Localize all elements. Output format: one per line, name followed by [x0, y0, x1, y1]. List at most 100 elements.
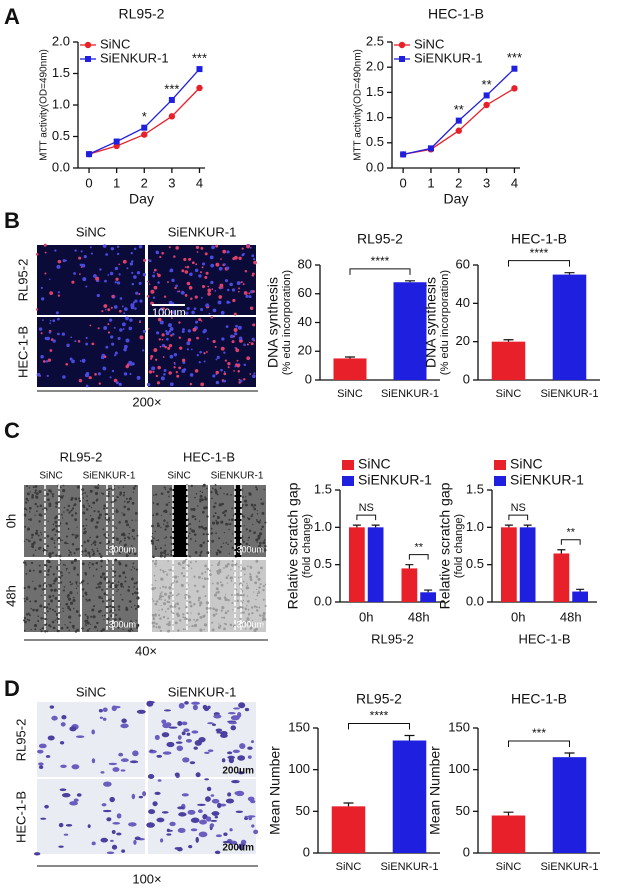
texture: [118, 617, 122, 621]
cell-dot: [157, 365, 161, 370]
cell-blob: [111, 844, 118, 850]
cell-dot: [94, 372, 97, 376]
texture: [92, 575, 95, 577]
cell-dot: [122, 259, 127, 264]
texture: [59, 581, 63, 584]
cell-blob: [91, 729, 95, 735]
cell-dot: [71, 280, 75, 284]
texture: [194, 540, 197, 542]
texture: [152, 555, 155, 559]
texture: [125, 607, 129, 611]
cell-dot: [243, 343, 246, 346]
texture: [115, 508, 118, 510]
texture: [65, 567, 68, 570]
texture: [38, 521, 41, 523]
texture: [42, 508, 44, 511]
cell-dot: [104, 279, 107, 283]
texture: [245, 542, 249, 546]
error-bar: [405, 280, 415, 283]
cell-blob: [234, 791, 242, 796]
texture: [250, 503, 254, 507]
texture: [113, 488, 116, 490]
texture: [32, 554, 35, 557]
texture: [38, 513, 42, 517]
texture: [247, 608, 250, 611]
texture: [224, 509, 227, 513]
texture: [71, 496, 74, 500]
cell-dot: [107, 274, 110, 276]
point: [511, 65, 518, 72]
point: [113, 138, 120, 145]
point: [168, 96, 175, 103]
texture: [78, 497, 81, 500]
texture: [249, 575, 253, 579]
texture: [250, 547, 252, 550]
texture: [231, 602, 234, 605]
texture: [154, 530, 156, 533]
cell-dot: [204, 276, 208, 279]
texture: [85, 624, 87, 627]
texture: [228, 553, 230, 555]
texture: [92, 553, 95, 556]
texture: [135, 519, 137, 521]
cell-dot: [154, 358, 158, 361]
cell-blob: [121, 718, 127, 724]
texture: [27, 539, 30, 542]
texture: [36, 505, 39, 508]
cell-dot: [36, 372, 41, 377]
texture: [263, 548, 267, 552]
texture: [198, 525, 201, 528]
cell-blob: [91, 841, 96, 846]
texture: [48, 583, 50, 586]
texture: [167, 490, 170, 494]
texture: [116, 495, 119, 498]
x-tick-label: 0: [400, 175, 407, 190]
cell-blob: [87, 824, 91, 829]
cell-dot: [223, 370, 226, 373]
cell-dot: [186, 306, 190, 311]
cell-dot: [159, 320, 164, 325]
texture: [193, 533, 197, 536]
cell-dot: [175, 246, 179, 250]
texture: [168, 597, 171, 600]
texture: [231, 518, 234, 521]
texture: [163, 549, 167, 553]
texture: [163, 555, 166, 558]
texture: [224, 611, 228, 615]
texture: [26, 527, 31, 531]
texture: [74, 558, 77, 562]
cell-dot: [162, 356, 165, 358]
cell-dot: [104, 308, 107, 311]
cell-blob: [251, 824, 255, 828]
texture: [161, 591, 163, 593]
texture: [255, 559, 259, 563]
texture: [84, 591, 88, 595]
texture: [125, 497, 128, 500]
cell-dot: [35, 252, 39, 256]
texture: [98, 552, 102, 556]
texture: [201, 491, 204, 494]
texture: [44, 630, 47, 633]
texture: [245, 586, 249, 590]
cell-dot: [102, 244, 107, 248]
texture: [48, 504, 52, 508]
cell-dot: [194, 369, 199, 373]
y-axis-sublabel: (fold change): [453, 514, 465, 578]
texture: [81, 488, 85, 491]
texture: [100, 629, 103, 633]
texture: [81, 588, 85, 591]
column-label: SiNC: [39, 471, 62, 482]
texture: [264, 545, 267, 548]
texture: [160, 514, 163, 516]
texture: [23, 629, 26, 632]
scratch-gap: [235, 485, 241, 557]
cell-dot: [150, 289, 155, 294]
texture: [64, 564, 66, 566]
texture: [206, 515, 209, 518]
texture: [177, 562, 181, 566]
texture: [230, 494, 232, 496]
texture: [134, 582, 138, 585]
texture: [46, 606, 49, 609]
cell-dot: [142, 329, 146, 333]
cell-blob: [204, 778, 209, 781]
